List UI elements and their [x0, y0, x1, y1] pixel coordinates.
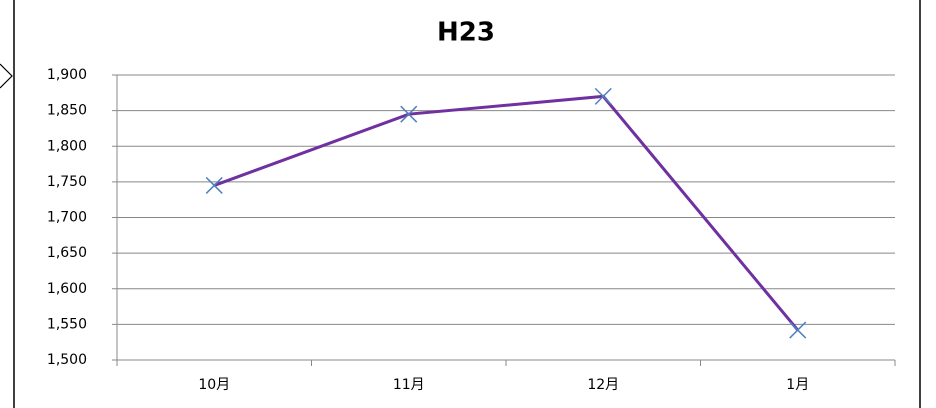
marker [594, 87, 612, 105]
y-tick-label: 1,600 [47, 281, 87, 297]
marker [205, 176, 223, 194]
y-tick-label: 1,700 [47, 210, 87, 226]
arrow-icon [0, 63, 13, 89]
y-tick-label: 1,800 [47, 138, 87, 154]
y-tick-label: 1,900 [47, 67, 87, 83]
y-tick-label: 1,650 [47, 245, 87, 261]
chart-title: H23 [437, 18, 495, 48]
x-tick-label: 10月 [198, 377, 230, 393]
y-tick-label: 1,500 [47, 352, 87, 368]
x-tick-label: 11月 [393, 377, 425, 393]
marker [400, 105, 418, 123]
y-tick-label: 1,750 [47, 174, 87, 190]
line [213, 94, 799, 332]
x-tick-label: 12月 [587, 377, 619, 393]
marker [789, 321, 807, 339]
x-tick-label: 1月 [786, 377, 809, 393]
y-tick-label: 1,850 [47, 103, 87, 119]
y-tick-label: 1,550 [47, 316, 87, 332]
